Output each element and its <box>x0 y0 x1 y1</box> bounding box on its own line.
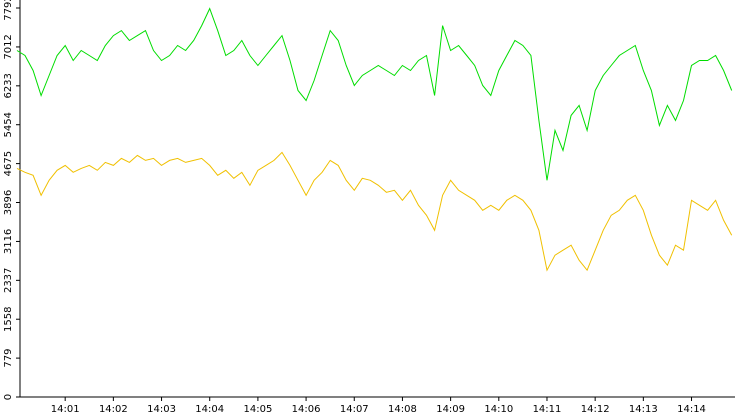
series-line <box>16 7 733 181</box>
x-tick-label: 14:10 <box>484 404 513 415</box>
y-tick-label: 2337 <box>3 268 14 293</box>
y-tick-label: 1558 <box>3 306 14 331</box>
x-tick-label: 14:09 <box>436 404 465 415</box>
x-tick-label: 14:01 <box>51 404 80 415</box>
series-line <box>16 151 733 272</box>
x-tick-label: 14:13 <box>629 404 658 415</box>
x-tick-label: 14:03 <box>147 404 176 415</box>
y-tick-label: 3896 <box>3 190 14 215</box>
x-tick-label: 14:05 <box>243 404 272 415</box>
y-tick-label: 6233 <box>3 73 14 98</box>
x-tick-label: 14:07 <box>340 404 369 415</box>
x-tick-label: 14:11 <box>533 404 562 415</box>
x-tick-label: 14:06 <box>292 404 321 415</box>
x-tick-label: 14:02 <box>99 404 128 415</box>
y-tick-label: 0 <box>3 394 14 400</box>
y-tick-label: 5454 <box>3 112 14 137</box>
y-tick-label: 779 <box>3 349 14 368</box>
y-tick-label: 7012 <box>3 34 14 59</box>
x-tick-label: 14:14 <box>677 404 706 415</box>
x-tick-label: 14:04 <box>195 404 224 415</box>
x-tick-label: 14:08 <box>388 404 417 415</box>
y-tick-label: 7792 <box>3 0 14 21</box>
x-tick-label: 14:12 <box>581 404 610 415</box>
y-tick-label: 4675 <box>3 151 14 176</box>
y-tick-label: 3116 <box>3 229 14 254</box>
